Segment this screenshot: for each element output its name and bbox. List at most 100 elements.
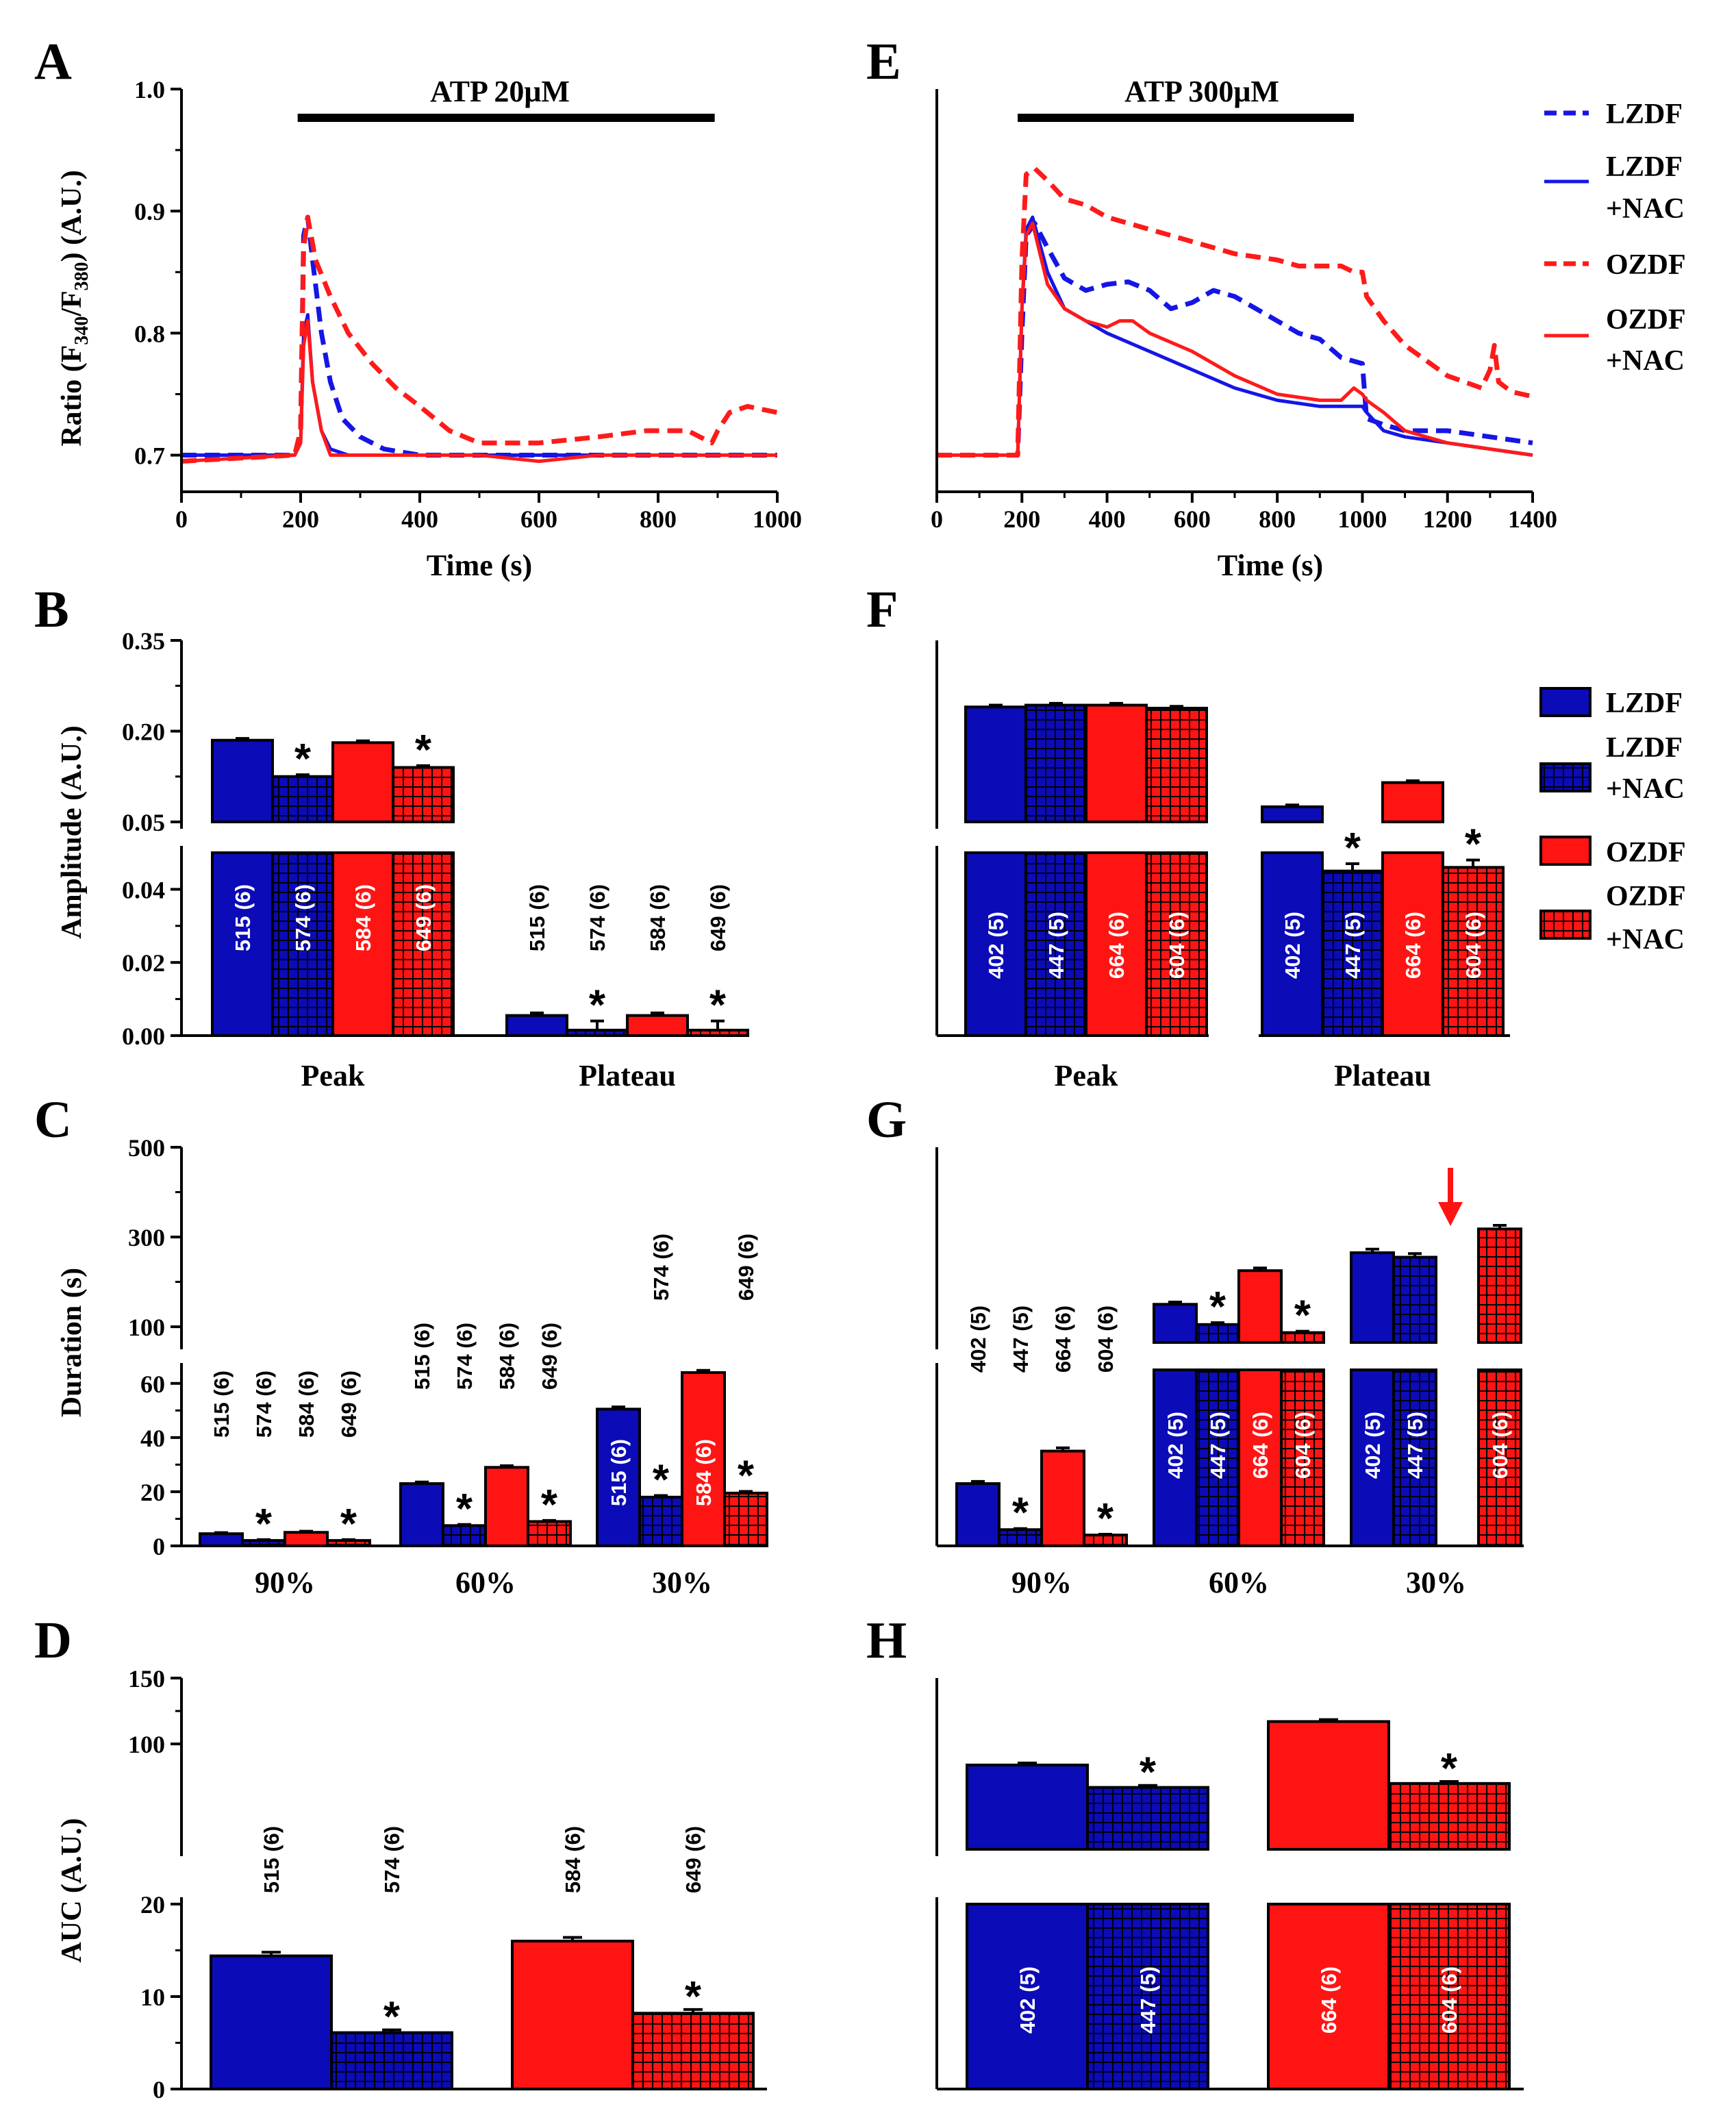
panel-b-bar-lzdf: [505, 1014, 568, 1038]
panel-d-ytick-label: 100: [128, 1731, 165, 1758]
panel-d-n-label: 574 (6): [380, 1826, 404, 1893]
panel-a-plot: 0 200 400 600 800 1000 0.7 0.8 0.9 1.0: [134, 76, 802, 533]
legend-line-label-lzdf-nac-1: LZDF: [1606, 151, 1683, 183]
panel-a-ytick-label: 1.0: [134, 76, 165, 103]
panel-h-bar-lzdf-nac: [1086, 1786, 1209, 1851]
panel-c-ytick-label: 500: [128, 1134, 165, 1162]
panel-a-series-ozdf-nac: [181, 319, 777, 463]
panel-d-ytick-label: 20: [140, 1891, 165, 1918]
panel-c-significance-star: *: [255, 1501, 273, 1548]
panel-h-significance-star: *: [1140, 1749, 1157, 1797]
panel-f-bar-lzdf-nac: [1321, 869, 1384, 1037]
panel-h-bar-ozdf-nac-lower: [1387, 1903, 1511, 2090]
panel-c-n-label: 649 (6): [538, 1323, 562, 1390]
panel-a-series-lzdf: [181, 214, 777, 458]
panel-e-series-ozdf-nac: [937, 221, 1533, 457]
panel-c-significance-star: *: [541, 1481, 558, 1529]
panel-c-ytick-label: 100: [128, 1314, 165, 1341]
panel-b-ytick-label: 0.02: [122, 949, 165, 977]
panel-c-bar-ozdf: [484, 1466, 529, 1547]
panel-c-n-label: 515 (6): [410, 1323, 434, 1390]
panel-f-plot: 402 (5) 447 (5) 664 (6) 604 (6) Peak 402 (5) *…: [935, 640, 1505, 1092]
panel-c-category-label: 90%: [255, 1566, 315, 1599]
panel-c-ytick-label: 40: [140, 1425, 165, 1452]
panel-g-bar-ozdf-lower: [1237, 1368, 1283, 1547]
panel-c-ytick-label: 20: [140, 1479, 165, 1506]
panel-b-n-label: 584 (6): [646, 884, 670, 951]
panel-c-n-label: 515 (6): [607, 1439, 631, 1506]
panel-h-plot: 402 (5) * 447 (5) 664 (6) * 604 (6): [935, 1678, 1524, 2090]
panel-b-ytick-label: 0.00: [122, 1023, 165, 1050]
legend-line-label-ozdf-nac-2: +NAC: [1606, 345, 1685, 377]
panel-c-n-label: 649 (6): [734, 1234, 758, 1301]
panel-b-category-label: Plateau: [579, 1059, 676, 1092]
panel-g-n-label: 402 (5): [966, 1305, 990, 1373]
panel-g-n-label: 447 (5): [1206, 1412, 1230, 1479]
panel-a-xtick-label: 0: [175, 505, 188, 533]
panel-f-bar-ozdf-nac: [1442, 866, 1505, 1037]
legend-bar-label-ozdf: OZDF: [1606, 837, 1686, 868]
legend-swatch-lzdf: [1539, 687, 1592, 717]
panel-g-plot: 402 (5) * 447 (5) 664 (6) * 604 (6) 90% 402 (5)…: [935, 1147, 1524, 1599]
panel-g-category-label: 90%: [1011, 1566, 1072, 1599]
panel-g-n-label: 402 (5): [1163, 1412, 1187, 1479]
panel-d-bar-ozdf: [511, 1940, 634, 2090]
panel-b-bar-lzdf: [211, 738, 274, 823]
legend-swatch-ozdf-nac: [1539, 910, 1592, 940]
panel-a-xtick-label: 1000: [753, 505, 802, 533]
panel-g-bar-lzdf-nac-lower: [1195, 1368, 1240, 1547]
legend-line-label-ozdf: OZDF: [1606, 249, 1686, 281]
panel-f-category-label: Peak: [1055, 1059, 1118, 1092]
panel-e-xtick-label: 0: [931, 505, 943, 533]
panel-g-bar-ozdf: [1040, 1449, 1085, 1548]
panel-g-bar-lzdf: [1350, 1251, 1395, 1345]
panel-b-significance-star: *: [709, 982, 727, 1029]
panel-h-n-label: 447 (5): [1136, 1966, 1160, 2034]
panel-h-bar-lzdf-lower: [966, 1903, 1089, 2090]
panel-c-n-label: 649 (6): [337, 1371, 361, 1438]
panel-e-xtick-label: 1400: [1508, 505, 1557, 533]
legend-line-label-lzdf: LZDF: [1606, 99, 1683, 130]
panel-b-significance-star: *: [415, 727, 432, 774]
panel-c-plot: 515 (6) * 574 (6) 584 (6) * 649 (6) 90% 515 (6)…: [128, 1134, 768, 1599]
panel-f-n-label: 402 (5): [984, 912, 1008, 979]
panel-b-ytick-label: 0.35: [122, 627, 165, 655]
panel-g-bar-lzdf: [1153, 1303, 1198, 1344]
panel-g-n-label: 604 (6): [1291, 1412, 1315, 1479]
panel-f-bar-ozdf-lower: [1381, 851, 1444, 1037]
panel-f-n-label: 604 (6): [1461, 912, 1485, 979]
panel-c-n-label: 574 (6): [649, 1234, 673, 1301]
panel-b-bar-lzdf-lower: [211, 851, 274, 1037]
panel-a-series-ozdf: [181, 214, 778, 464]
panel-b-bar-ozdf-nac: [392, 766, 455, 823]
panel-d-ytick-label: 150: [128, 1665, 165, 1692]
panel-e-series-lzdf-nac: [937, 215, 1533, 457]
panel-c-bar-ozdf-nac: [723, 1491, 768, 1547]
panel-f-n-label: 664 (6): [1401, 912, 1425, 979]
panel-g-significance-star: *: [1012, 1490, 1029, 1537]
panel-e-title: ATP 300μM: [1124, 75, 1279, 108]
panel-f-bar-ozdf: [1381, 781, 1444, 824]
panel-f-n-label: 447 (5): [1341, 912, 1365, 979]
panel-b-bar-ozdf: [331, 741, 394, 823]
panel-d-n-label: 584 (6): [561, 1826, 585, 1893]
panel-label-f: F: [866, 581, 898, 638]
panel-label-h: H: [866, 1612, 907, 1669]
panel-c-ytick-label: 60: [140, 1371, 165, 1398]
panel-a-ytick-label: 0.9: [134, 198, 165, 225]
panel-b-ytick-label: 0.05: [122, 809, 165, 836]
panel-c-ytick-label: 0: [153, 1533, 165, 1560]
panel-e-xtick-label: 1000: [1337, 505, 1387, 533]
legend-bar-label-ozdf-nac-1: OZDF: [1606, 881, 1686, 912]
panel-d-n-label: 515 (6): [260, 1826, 284, 1893]
panel-a-ytick-label: 0.7: [134, 442, 165, 470]
panel-b-category-label: Peak: [301, 1059, 365, 1092]
panel-b-bar-ozdf: [626, 1014, 689, 1038]
legend-bar-label-lzdf-nac-1: LZDF: [1606, 732, 1683, 764]
panel-f-bar-lzdf: [1261, 805, 1324, 823]
panel-c-ylabel: Duration (s): [56, 1268, 88, 1417]
panel-g-n-label: 604 (6): [1094, 1305, 1118, 1373]
panel-g-red-arrow: [1438, 1168, 1463, 1226]
panel-b-ytick-label: 0.20: [122, 718, 165, 746]
panel-b-n-label: 574 (6): [291, 884, 315, 951]
